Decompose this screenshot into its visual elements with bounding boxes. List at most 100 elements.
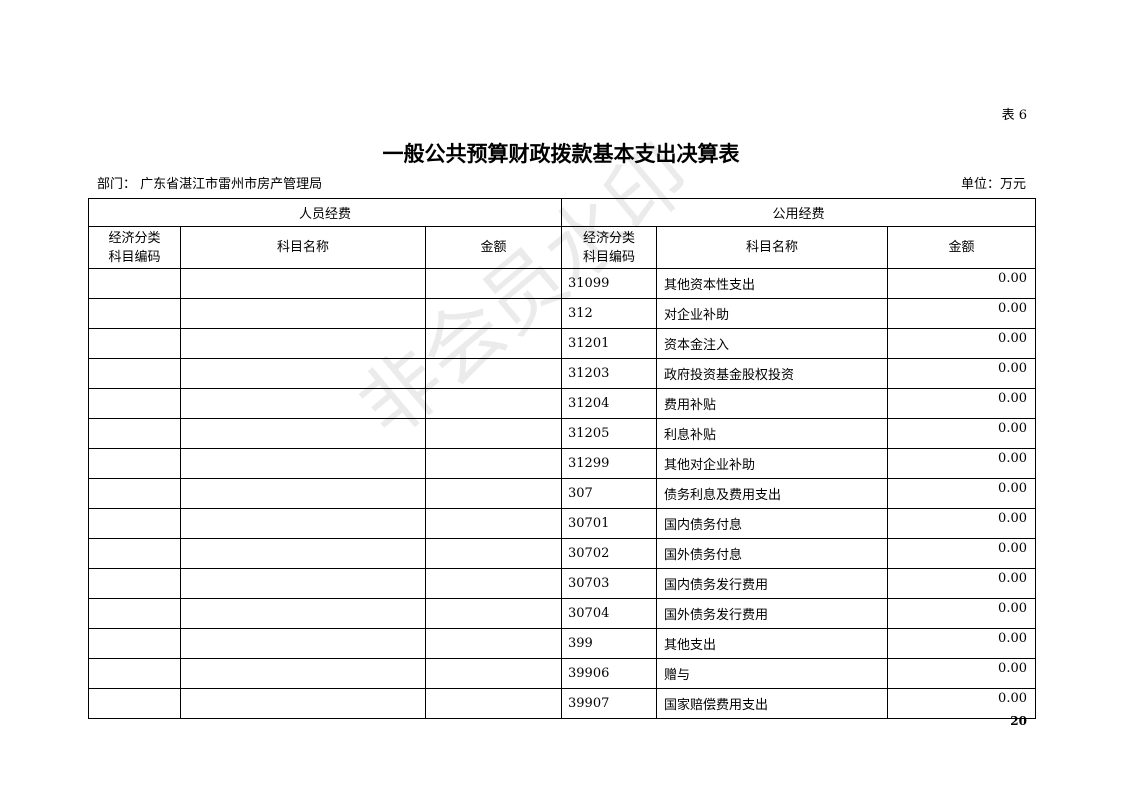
amount-cell: 0.00: [887, 688, 1036, 719]
table-row: 312 对企业补助 0.00: [88, 298, 1036, 329]
personnel-name-cell: [180, 268, 426, 299]
header-code-line2: 科目编码: [582, 249, 635, 265]
code-cell: 30702: [561, 538, 657, 569]
code-cell: 30703: [561, 568, 657, 599]
personnel-name-cell: [180, 298, 426, 329]
header-name: 科目名称: [180, 226, 426, 269]
table-row: 39907 国家赔偿费用支出 0.00: [88, 688, 1036, 719]
page-number: 20: [1010, 714, 1027, 728]
code-cell: 307: [561, 478, 657, 509]
amount-cell: 0.00: [887, 388, 1036, 419]
budget-table: 人员经费 公用经费 经济分类 科目编码 科目名称 金额 经济分类 科目编码 科目名称…: [88, 198, 1036, 719]
table-row: 399 其他支出 0.00: [88, 628, 1036, 659]
table-row: 31203 政府投资基金股权投资 0.00: [88, 358, 1036, 389]
section-header-row: 人员经费 公用经费: [88, 198, 1036, 227]
amount-cell: 0.00: [887, 448, 1036, 479]
name-cell: 国外债务付息: [656, 538, 888, 569]
table-row: 307 债务利息及费用支出 0.00: [88, 478, 1036, 509]
name-cell: 资本金注入: [656, 328, 888, 359]
table-row: 31099 其他资本性支出 0.00: [88, 268, 1036, 299]
personnel-amount-cell: [425, 268, 562, 299]
amount-cell: 0.00: [887, 628, 1036, 659]
name-cell: 国外债务发行费用: [656, 598, 888, 629]
personnel-code-cell: [88, 568, 181, 599]
section-public: 公用经费: [561, 198, 1036, 227]
section-personnel: 人员经费: [88, 198, 562, 227]
personnel-amount-cell: [425, 598, 562, 629]
name-cell: 费用补贴: [656, 388, 888, 419]
name-cell: 国内债务发行费用: [656, 568, 888, 599]
code-cell: 312: [561, 298, 657, 329]
code-cell: 31203: [561, 358, 657, 389]
amount-cell: 0.00: [887, 418, 1036, 449]
name-cell: 债务利息及费用支出: [656, 478, 888, 509]
code-cell: 30704: [561, 598, 657, 629]
personnel-code-cell: [88, 388, 181, 419]
header-code-line2: 科目编码: [108, 249, 161, 265]
personnel-amount-cell: [425, 298, 562, 329]
personnel-code-cell: [88, 658, 181, 689]
personnel-code-cell: [88, 628, 181, 659]
page-title: 一般公共预算财政拨款基本支出决算表: [382, 142, 740, 166]
personnel-amount-cell: [425, 688, 562, 719]
name-cell: 国家赔偿费用支出: [656, 688, 888, 719]
personnel-amount-cell: [425, 328, 562, 359]
code-cell: 39906: [561, 658, 657, 689]
personnel-amount-cell: [425, 628, 562, 659]
table-row: 31299 其他对企业补助 0.00: [88, 448, 1036, 479]
personnel-code-cell: [88, 508, 181, 539]
header-code-line1: 经济分类: [108, 230, 161, 246]
amount-cell: 0.00: [887, 298, 1036, 329]
name-cell: 其他资本性支出: [656, 268, 888, 299]
personnel-code-cell: [88, 538, 181, 569]
header-code: 经济分类 科目编码: [561, 226, 657, 269]
name-cell: 国内债务付息: [656, 508, 888, 539]
personnel-name-cell: [180, 688, 426, 719]
name-cell: 其他对企业补助: [656, 448, 888, 479]
table-row: 30702 国外债务付息 0.00: [88, 538, 1036, 569]
amount-cell: 0.00: [887, 658, 1036, 689]
personnel-name-cell: [180, 358, 426, 389]
code-cell: 31099: [561, 268, 657, 299]
table-row: 30701 国内债务付息 0.00: [88, 508, 1036, 539]
personnel-code-cell: [88, 448, 181, 479]
name-cell: 其他支出: [656, 628, 888, 659]
amount-cell: 0.00: [887, 538, 1036, 569]
personnel-code-cell: [88, 688, 181, 719]
amount-cell: 0.00: [887, 598, 1036, 629]
personnel-code-cell: [88, 358, 181, 389]
unit-label: 单位：万元: [960, 177, 1026, 192]
header-amount: 金额: [425, 226, 562, 269]
header-name: 科目名称: [656, 226, 888, 269]
personnel-amount-cell: [425, 568, 562, 599]
amount-cell: 0.00: [887, 358, 1036, 389]
personnel-code-cell: [88, 418, 181, 449]
table-row: 31201 资本金注入 0.00: [88, 328, 1036, 359]
personnel-name-cell: [180, 658, 426, 689]
code-cell: 39907: [561, 688, 657, 719]
table-row: 30703 国内债务发行费用 0.00: [88, 568, 1036, 599]
code-cell: 399: [561, 628, 657, 659]
personnel-amount-cell: [425, 418, 562, 449]
code-cell: 31205: [561, 418, 657, 449]
header-code: 经济分类 科目编码: [88, 226, 181, 269]
code-cell: 31201: [561, 328, 657, 359]
personnel-code-cell: [88, 328, 181, 359]
table-row: 31204 费用补贴 0.00: [88, 388, 1036, 419]
personnel-amount-cell: [425, 358, 562, 389]
name-cell: 对企业补助: [656, 298, 888, 329]
personnel-amount-cell: [425, 448, 562, 479]
table-row: 30704 国外债务发行费用 0.00: [88, 598, 1036, 629]
header-amount: 金额: [887, 226, 1036, 269]
personnel-name-cell: [180, 538, 426, 569]
name-cell: 利息补贴: [656, 418, 888, 449]
personnel-amount-cell: [425, 658, 562, 689]
table-number: 表 6: [1001, 108, 1027, 123]
personnel-name-cell: [180, 508, 426, 539]
amount-cell: 0.00: [887, 268, 1036, 299]
amount-cell: 0.00: [887, 568, 1036, 599]
column-header-row: 经济分类 科目编码 科目名称 金额 经济分类 科目编码 科目名称 金额: [88, 226, 1036, 269]
personnel-name-cell: [180, 388, 426, 419]
personnel-name-cell: [180, 448, 426, 479]
name-cell: 赠与: [656, 658, 888, 689]
